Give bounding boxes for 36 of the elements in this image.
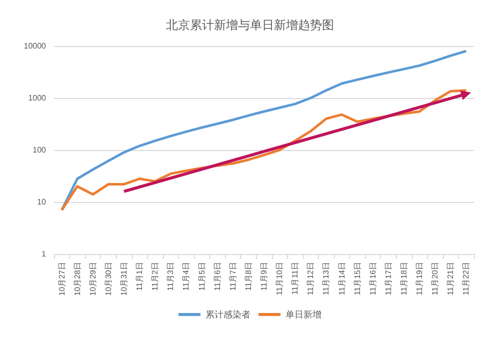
legend-label: 单日新增 [286, 310, 322, 320]
x-tick-label: 11月3日 [166, 262, 176, 291]
chart-title: 北京累计新增与单日新增趋势图 [166, 18, 334, 32]
line-series [60, 50, 468, 212]
y-tick-label: 1000 [28, 94, 47, 102]
y-tick-label: 10 [37, 198, 47, 206]
x-tick-label: 10月28日 [72, 262, 82, 296]
y-tick-label: 1 [42, 250, 47, 258]
x-tick-label: 11月18日 [400, 262, 408, 296]
x-tick-label: 11月9日 [260, 262, 268, 291]
x-tick-label: 10月27日 [57, 262, 66, 296]
x-tick-label: 11月15日 [352, 262, 362, 296]
x-tick-label: 11月20日 [430, 262, 440, 296]
x-tick-label: 10月30日 [104, 262, 113, 296]
x-tick-label: 11月17日 [384, 262, 393, 296]
x-tick-label: 11月14日 [337, 262, 346, 296]
x-tick-label: 11月22日 [462, 262, 471, 296]
legend-label: 累计感染者 [206, 310, 250, 320]
y-tick-label: 100 [32, 146, 47, 154]
x-tick-label: 11月19日 [415, 262, 424, 296]
x-tick-label: 11月2日 [150, 262, 160, 291]
y-tick-label: 10000 [24, 42, 47, 50]
x-tick-label: 11月1日 [135, 262, 144, 291]
x-tick-label: 10月29日 [88, 262, 98, 296]
x-tick-label: 11月11日 [290, 262, 300, 295]
x-tick-label: 11月12日 [306, 262, 316, 296]
x-tick-label: 11月6日 [212, 262, 222, 291]
x-tick-label: 11月7日 [228, 262, 238, 291]
x-tick-label: 11月13日 [322, 262, 331, 296]
x-tick-label: 11月10日 [275, 262, 284, 296]
x-tick-label: 11月16日 [368, 262, 378, 296]
x-tick-label: 11月4日 [182, 262, 191, 291]
x-tick-label: 11月21日 [446, 262, 456, 296]
x-tick-label: 11月8日 [244, 262, 253, 291]
x-tick-label: 10月31日 [120, 262, 128, 296]
x-tick-label: 11月5日 [197, 262, 206, 291]
